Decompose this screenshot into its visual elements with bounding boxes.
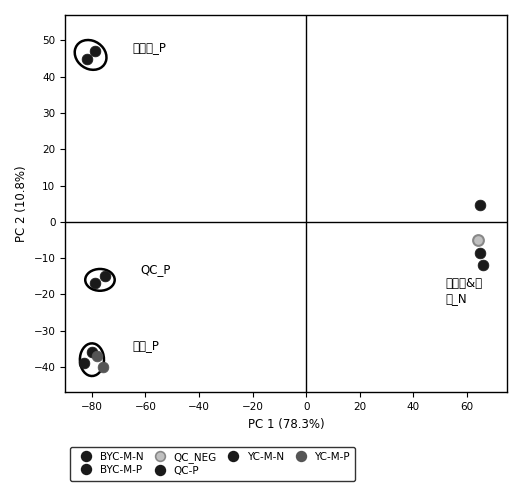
Point [93, 352, 101, 360]
Point [479, 262, 487, 270]
Text: 茌陈蕿&滨
蕿_N: 茌陈蕿&滨 蕿_N [445, 277, 482, 305]
Text: 滨蕿_P: 滨蕿_P [132, 339, 159, 352]
Point [473, 236, 482, 244]
Point [80, 359, 88, 367]
Text: QC_P: QC_P [140, 263, 171, 276]
Point [90, 280, 99, 288]
Y-axis label: PC 2 (10.8%): PC 2 (10.8%) [15, 165, 28, 242]
Point [99, 363, 107, 371]
Point [82, 54, 91, 62]
Point [88, 349, 96, 357]
Legend: BYC-M-N, BYC-M-P, QC_NEG, QC-P, YC-M-N, YC-M-P: BYC-M-N, BYC-M-P, QC_NEG, QC-P, YC-M-N, … [70, 447, 355, 481]
Point [476, 248, 484, 257]
X-axis label: PC 1 (78.3%): PC 1 (78.3%) [248, 417, 324, 431]
Point [476, 202, 484, 210]
Text: 茌陈蕿_P: 茌陈蕿_P [132, 41, 166, 54]
Point [101, 272, 110, 280]
Point [90, 47, 99, 55]
